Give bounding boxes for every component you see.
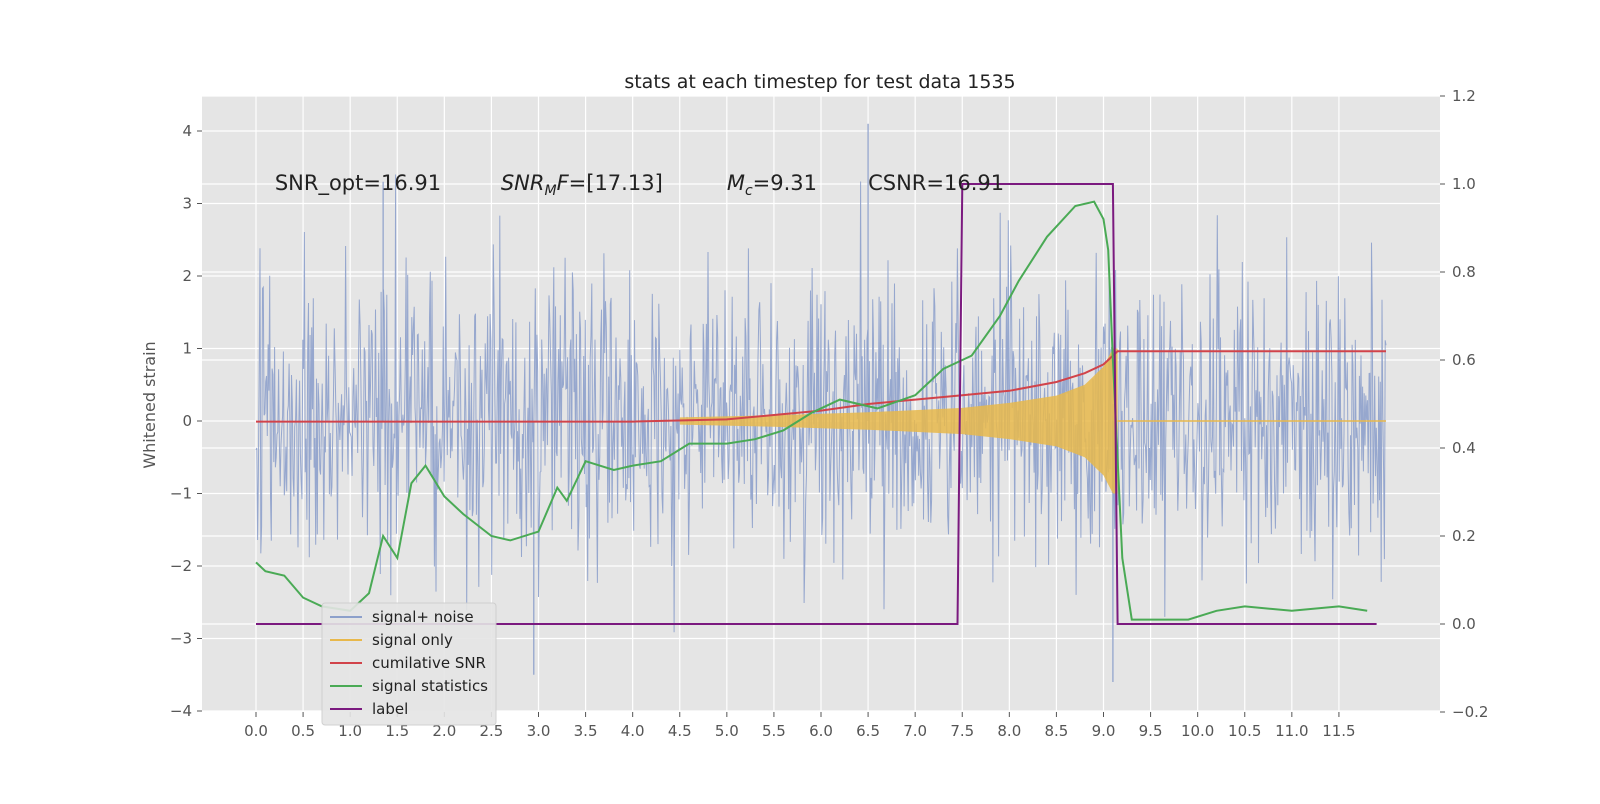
y2-tick-label: 0.6 [1452, 351, 1476, 369]
x-tick-label: 5.5 [762, 722, 786, 740]
legend-label: signal statistics [372, 677, 488, 695]
y2-tick-label: 1.2 [1452, 87, 1476, 105]
legend: signal+ noise signal only cumilative SNR si… [321, 602, 497, 726]
x-tick-label: 4.5 [668, 722, 692, 740]
y-tick-label: 0 [182, 412, 192, 430]
legend-label: signal+ noise [372, 608, 474, 626]
x-tick-label: 11.0 [1275, 722, 1308, 740]
x-tick-label: 4.0 [621, 722, 645, 740]
x-tick-label: 10.0 [1181, 722, 1214, 740]
legend-box [321, 602, 497, 726]
x-tick-label: 10.5 [1228, 722, 1261, 740]
signal-noise-series [255, 123, 1387, 682]
x-tick-label: 9.5 [1139, 722, 1163, 740]
x-tick-label: 8.5 [1044, 722, 1068, 740]
annotation-text: CSNR=16.91 [868, 171, 1004, 195]
x-tick-label: 1.0 [338, 722, 362, 740]
y-axis-label: Whitened strain [140, 341, 159, 468]
legend-label: cumilative SNR [372, 654, 486, 672]
x-tick-label: 7.5 [950, 722, 974, 740]
signal-noise-line [255, 174, 1387, 633]
x-tick-label: 2.0 [432, 722, 456, 740]
x-tick-label: 9.0 [1092, 722, 1116, 740]
x-tick-label: 11.5 [1322, 722, 1355, 740]
y2-tick-label: 0.8 [1452, 263, 1476, 281]
y2-tick-label: 0.4 [1452, 439, 1476, 457]
x-tick-label: 3.0 [527, 722, 551, 740]
x-tick-label: 6.5 [856, 722, 880, 740]
x-tick-label: 6.0 [809, 722, 833, 740]
y2-tick-label: 1.0 [1452, 175, 1476, 193]
signal-statistics-line [255, 200, 1368, 621]
x-tick-label: 1.5 [385, 722, 409, 740]
series-group [255, 183, 1386, 625]
x-tick-label: 8.0 [997, 722, 1021, 740]
y-tick-label: 4 [182, 122, 192, 140]
annotation-text: SNR_opt=16.91 [275, 171, 441, 196]
y-tick-label: 1 [182, 340, 192, 358]
y-tick-label: −3 [170, 630, 192, 648]
x-tick-label: 0.0 [244, 722, 268, 740]
y-tick-label: 2 [182, 267, 192, 285]
x-tick-label: 3.5 [574, 722, 598, 740]
annotation-text: Mc=9.31 [727, 171, 817, 199]
x-tick-label: 7.0 [903, 722, 927, 740]
y2-tick-label: −0.2 [1452, 703, 1488, 721]
x-tick-label: 2.5 [479, 722, 503, 740]
axes: 0.0 0.5 1.0 1.5 2.0 2.5 3.0 3.5 4.0 4.5 5.0 5.5 6.0 6… [170, 87, 1489, 740]
annotations: SNR_opt=16.91 SNRMF=[17.13] Mc=9.31 CSNR=16… [275, 171, 1004, 199]
y-tick-label: −4 [170, 702, 192, 720]
cumulative-snr-line [256, 350, 1386, 423]
y-tick-label: 3 [182, 195, 192, 213]
y-tick-label: −1 [170, 485, 192, 503]
x-tick-label: 5.0 [715, 722, 739, 740]
y-tick-label: −2 [170, 557, 192, 575]
chart-title: stats at each timestep for test data 153… [624, 71, 1015, 93]
x-tick-label: 0.5 [291, 722, 315, 740]
signal-only-fill [679, 348, 1118, 494]
annotation-text: SNRMF=[17.13] [501, 171, 663, 199]
y2-tick-label: 0.0 [1452, 615, 1476, 633]
legend-label: label [372, 700, 408, 718]
y2-tick-label: 0.2 [1452, 527, 1476, 545]
legend-label: signal only [372, 631, 453, 649]
label-line [256, 183, 1377, 625]
